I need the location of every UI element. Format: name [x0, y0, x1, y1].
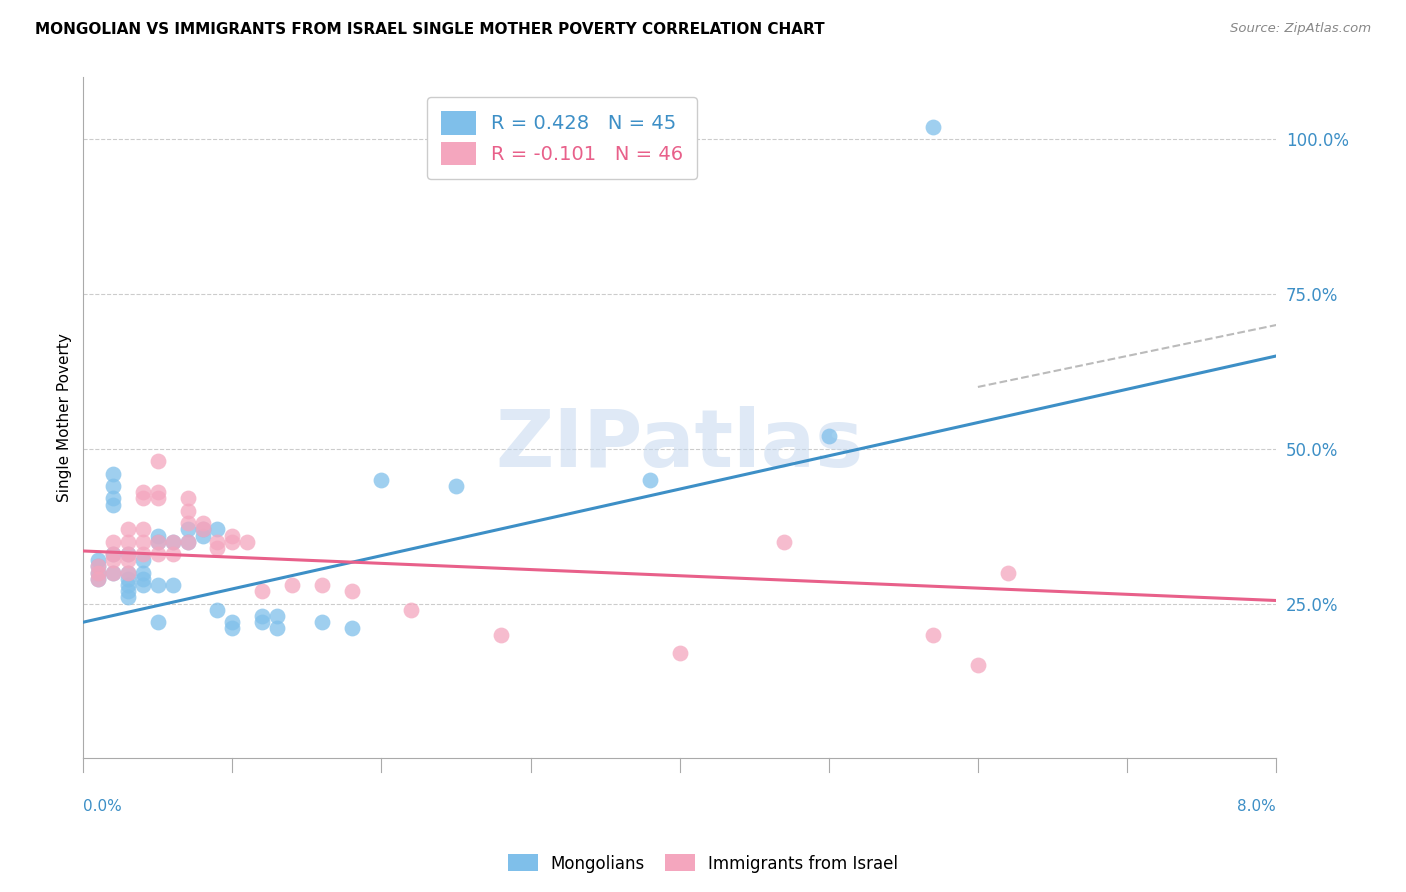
- Point: [101, 498, 124, 512]
- Point: [191, 516, 214, 530]
- Point: [146, 534, 169, 549]
- Point: [117, 572, 139, 586]
- Point: [87, 566, 110, 580]
- Point: [132, 566, 155, 580]
- Point: [162, 534, 184, 549]
- Point: [117, 591, 139, 605]
- Point: [117, 566, 139, 580]
- Point: [266, 609, 288, 624]
- Point: [922, 627, 945, 641]
- Point: [221, 621, 243, 635]
- Point: [132, 534, 155, 549]
- Point: [87, 559, 110, 574]
- Point: [250, 584, 273, 599]
- Point: [207, 541, 229, 555]
- Point: [146, 454, 169, 468]
- Point: [176, 534, 198, 549]
- Point: [176, 516, 198, 530]
- Point: [101, 547, 124, 561]
- Point: [87, 559, 110, 574]
- Point: [132, 485, 155, 500]
- Point: [191, 528, 214, 542]
- Point: [146, 615, 169, 629]
- Point: [162, 534, 184, 549]
- Point: [101, 547, 124, 561]
- Point: [162, 578, 184, 592]
- Point: [221, 615, 243, 629]
- Point: [221, 534, 243, 549]
- Point: [117, 547, 139, 561]
- Point: [101, 534, 124, 549]
- Point: [207, 534, 229, 549]
- Point: [444, 479, 467, 493]
- Point: [117, 547, 139, 561]
- Point: [370, 473, 392, 487]
- Point: [489, 627, 512, 641]
- Point: [146, 491, 169, 506]
- Point: [340, 584, 363, 599]
- Point: [132, 491, 155, 506]
- Point: [773, 534, 796, 549]
- Point: [250, 615, 273, 629]
- Point: [117, 566, 139, 580]
- Point: [132, 547, 155, 561]
- Point: [132, 572, 155, 586]
- Text: Source: ZipAtlas.com: Source: ZipAtlas.com: [1230, 22, 1371, 36]
- Legend: Mongolians, Immigrants from Israel: Mongolians, Immigrants from Israel: [501, 847, 905, 880]
- Point: [101, 491, 124, 506]
- Point: [967, 658, 990, 673]
- Point: [401, 603, 423, 617]
- Point: [101, 566, 124, 580]
- Point: [117, 522, 139, 536]
- Point: [817, 429, 839, 443]
- Point: [101, 479, 124, 493]
- Point: [221, 528, 243, 542]
- Point: [87, 572, 110, 586]
- Point: [250, 609, 273, 624]
- Point: [101, 553, 124, 567]
- Point: [117, 584, 139, 599]
- Point: [638, 473, 661, 487]
- Point: [236, 534, 259, 549]
- Point: [117, 534, 139, 549]
- Point: [176, 522, 198, 536]
- Point: [146, 534, 169, 549]
- Point: [117, 553, 139, 567]
- Point: [162, 547, 184, 561]
- Point: [132, 578, 155, 592]
- Point: [87, 553, 110, 567]
- Text: ZIPatlas: ZIPatlas: [495, 406, 863, 484]
- Point: [132, 553, 155, 567]
- Text: 0.0%: 0.0%: [83, 799, 122, 814]
- Point: [146, 547, 169, 561]
- Point: [997, 566, 1019, 580]
- Point: [922, 120, 945, 134]
- Point: [101, 566, 124, 580]
- Point: [191, 522, 214, 536]
- Point: [311, 578, 333, 592]
- Point: [176, 534, 198, 549]
- Point: [146, 528, 169, 542]
- Point: [281, 578, 304, 592]
- Point: [207, 603, 229, 617]
- Text: MONGOLIAN VS IMMIGRANTS FROM ISRAEL SINGLE MOTHER POVERTY CORRELATION CHART: MONGOLIAN VS IMMIGRANTS FROM ISRAEL SING…: [35, 22, 825, 37]
- Point: [668, 646, 690, 660]
- Point: [176, 504, 198, 518]
- Point: [117, 578, 139, 592]
- Point: [101, 467, 124, 481]
- Text: 8.0%: 8.0%: [1237, 799, 1277, 814]
- Y-axis label: Single Mother Poverty: Single Mother Poverty: [58, 334, 72, 502]
- Point: [146, 578, 169, 592]
- Point: [311, 615, 333, 629]
- Point: [87, 572, 110, 586]
- Point: [146, 485, 169, 500]
- Point: [340, 621, 363, 635]
- Point: [176, 491, 198, 506]
- Point: [87, 566, 110, 580]
- Legend: R = 0.428   N = 45, R = -0.101   N = 46: R = 0.428 N = 45, R = -0.101 N = 46: [427, 97, 697, 179]
- Point: [132, 522, 155, 536]
- Point: [191, 522, 214, 536]
- Point: [207, 522, 229, 536]
- Point: [266, 621, 288, 635]
